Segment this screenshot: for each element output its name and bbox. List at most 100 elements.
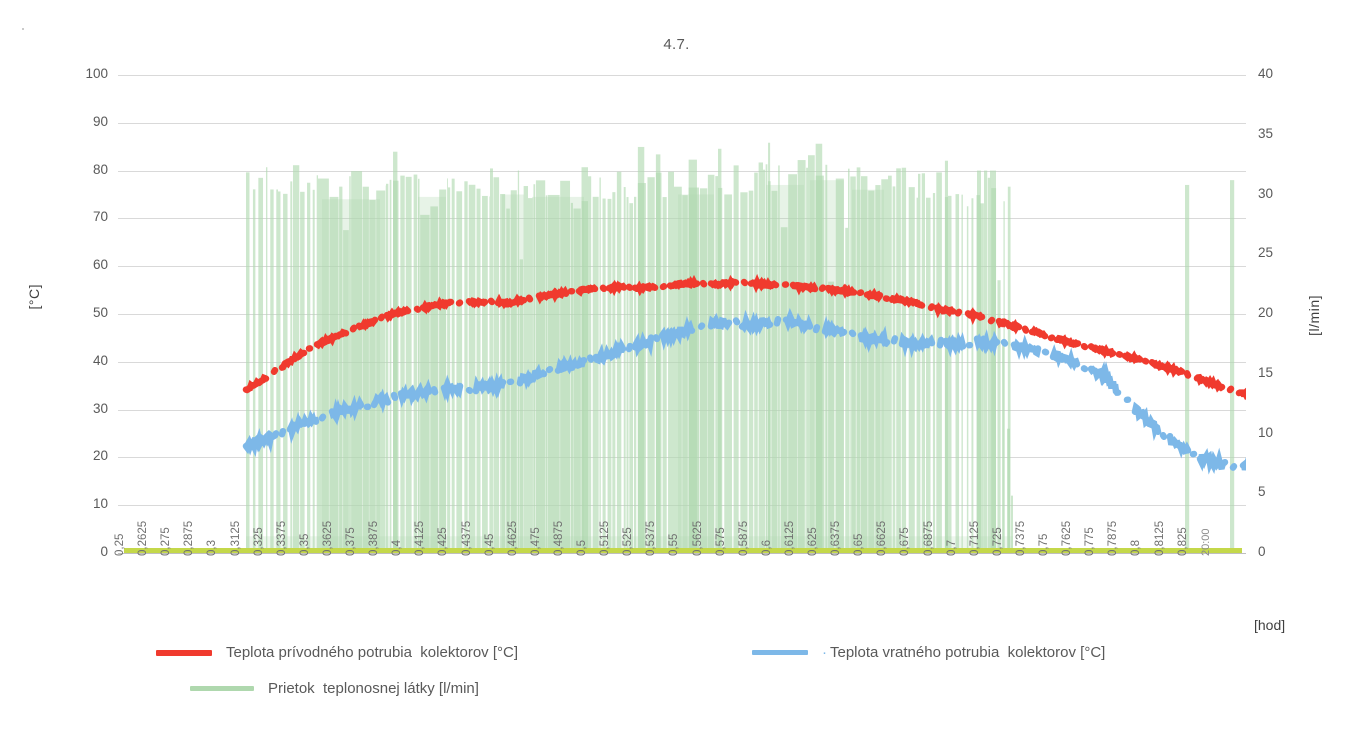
x-axis-tick: 0,6: [760, 540, 773, 556]
x-axis-tick: 0,3375: [275, 520, 288, 556]
x-axis-tick: 0,825: [1176, 527, 1189, 556]
gridline: [118, 409, 1246, 411]
x-axis-tick: 0,2625: [137, 520, 150, 556]
legend-swatch-icon: [156, 649, 212, 656]
y-axis-right-tick: 40: [1258, 66, 1274, 81]
x-axis-tick: 0,3125: [229, 520, 242, 556]
gridline: [118, 75, 1246, 76]
x-axis-tick: 0,8125: [1153, 520, 1166, 556]
x-axis-tick: 0,6625: [876, 520, 889, 556]
x-axis-tick: 0,6875: [922, 520, 935, 556]
gridlines: [118, 75, 1246, 554]
y-axis-left-tick: 100: [85, 66, 108, 81]
y-axis-left-tick: 10: [92, 496, 108, 512]
y-axis-left-tick: 50: [92, 305, 108, 320]
x-axis-tick: 0,325: [252, 527, 265, 556]
x-axis-tick: 0,5625: [691, 520, 704, 556]
gridline: [118, 266, 1246, 268]
gridline: [118, 314, 1246, 315]
y-axis-right-tick: 20: [1258, 305, 1274, 320]
x-axis-tick: 0,4: [391, 540, 404, 556]
legend-item[interactable]: Prietok teplonosnej látky [l/min]: [190, 680, 479, 697]
legend-swatch-icon: [752, 650, 808, 655]
x-axis-tick: 0,7875: [1107, 520, 1120, 556]
y-axis-left-tick: 60: [92, 257, 108, 273]
x-axis-tick: 0,7125: [968, 520, 981, 556]
y-axis-right-tick: 5: [1258, 484, 1266, 500]
x-axis-tick: 0,625: [807, 527, 819, 556]
y-axis-right-tick: 0: [1258, 544, 1266, 559]
y-axis-left-tick: 70: [92, 209, 108, 225]
gridline: [118, 505, 1246, 507]
y-axis-left-tick: 90: [92, 113, 108, 129]
legend-label: Teplota prívodného potrubia kolektorov […: [226, 644, 519, 661]
gridline: [118, 218, 1246, 220]
x-axis-tick: 0,5: [576, 540, 588, 556]
y-axis-right-tick: 30: [1258, 185, 1274, 201]
x-axis-tick: 0,55: [668, 533, 681, 556]
chart-legend: Teplota prívodného potrubia kolektorov […: [0, 640, 1353, 710]
x-axis-tick: 0,6375: [830, 520, 843, 556]
x-axis-tick: 0,375: [345, 527, 357, 556]
legend-label: Teplota vratného potrubia kolektorov [°C…: [830, 644, 1106, 661]
x-axis-tick: 20:00: [1199, 528, 1212, 556]
x-axis-tick: 0,4375: [460, 520, 473, 556]
y-axis-right-tick: 25: [1258, 245, 1274, 261]
legend-item[interactable]: · Teplota vratného potrubia kolektorov [°…: [752, 644, 1105, 661]
y-axis-left-title: [°C]: [26, 284, 42, 310]
x-axis-tick: 0,675: [899, 527, 912, 556]
x-axis-tick: 0,725: [991, 527, 1004, 556]
x-axis-tick: 0,6125: [783, 520, 796, 556]
x-axis-tick: 0,4125: [414, 520, 427, 556]
x-axis-title: [hod]: [1254, 617, 1286, 633]
legend-label: Prietok teplonosnej látky [l/min]: [268, 680, 479, 697]
x-axis-tick: 0,5375: [645, 520, 658, 556]
temperature-series-lines: [242, 273, 1246, 475]
gridline: [118, 361, 1246, 363]
x-axis-tick: 0,3875: [368, 520, 381, 556]
x-axis-tick: 0,7375: [1014, 520, 1027, 556]
y-axis-left-tick: 30: [92, 400, 108, 416]
x-axis-tick: 0,775: [1084, 527, 1097, 556]
x-axis-tick: 0,75: [1038, 533, 1050, 556]
x-axis-tick: 0,575: [714, 527, 727, 556]
supply-temperature-line: [242, 273, 1246, 401]
x-axis-tick: 0,275: [160, 527, 173, 556]
legend-item[interactable]: Teplota prívodného potrubia kolektorov […: [156, 644, 518, 661]
x-axis-tick: 0,425: [437, 527, 450, 556]
corner-dot: [22, 28, 24, 30]
y-axis-left-tick: 80: [92, 161, 108, 177]
chart-title: 4.7.: [663, 36, 690, 53]
x-axis-tick: 0,7: [945, 540, 958, 556]
y-axis-left-tick: 20: [92, 448, 108, 464]
x-axis-tick: 0,4875: [552, 520, 565, 556]
gridline: [118, 170, 1246, 172]
x-axis-tick: 0,5875: [737, 520, 750, 556]
gridline: [118, 122, 1246, 124]
x-axis-tick: 0,45: [483, 533, 496, 556]
y-axis-left-tick: 40: [92, 352, 108, 368]
x-axis-tick: 0,525: [622, 527, 635, 556]
return-temperature-line: [242, 307, 1246, 475]
x-axis-tick: 0,3625: [321, 520, 334, 556]
y-axis-right-tick: 35: [1258, 125, 1274, 141]
y-axis-right-tick: 10: [1258, 424, 1274, 440]
x-axis-tick: 0,2875: [183, 520, 196, 556]
x-axis-tick: 0,475: [529, 527, 542, 556]
y-axis-right-tick: 15: [1258, 364, 1274, 380]
x-axis-tick: 0,25: [114, 533, 126, 556]
y-axis-left-tick: 0: [100, 544, 108, 559]
gridline: [118, 457, 1246, 459]
legend-swatch-icon: [190, 686, 254, 691]
x-axis-labels: 0,25 0,2625 0,275 0,2875 0,3 0,3125 0,325 0,337…: [0, 521, 1353, 636]
x-axis-tick: 0,5125: [599, 520, 612, 556]
x-axis-tick: 0,65: [853, 533, 866, 556]
x-axis-tick: 0,7625: [1061, 520, 1074, 556]
x-axis-tick: 0,3: [206, 540, 219, 556]
gridline: [118, 553, 1246, 554]
series-layer: [118, 75, 1246, 553]
legend-dot-icon: ·: [822, 644, 827, 661]
x-axis-tick: 0,8: [1130, 540, 1143, 556]
x-axis-tick: 0,4625: [506, 520, 519, 556]
